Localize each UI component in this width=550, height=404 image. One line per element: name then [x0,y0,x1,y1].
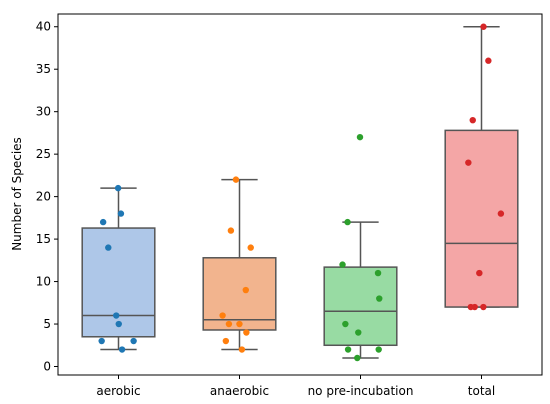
y-tick-label: 5 [43,317,51,331]
y-tick-label: 30 [36,105,51,119]
y-axis: 0 5 10 15 20 25 30 35 40 [36,20,58,374]
x-tick-label: aerobic [96,384,140,398]
y-tick-label: 20 [36,190,51,204]
data-point [115,320,122,328]
x-tick-label: total [468,384,495,398]
points-layer [98,23,505,362]
data-point [225,320,233,328]
data-point [113,312,120,319]
data-point [219,312,226,319]
y-tick-label: 10 [36,275,51,289]
data-point [469,116,476,124]
data-point [117,210,125,217]
data-point [236,320,243,328]
data-point [471,303,478,311]
data-point [497,210,505,217]
data-point [105,244,112,251]
y-axis-label: Number of Species [10,137,24,251]
data-point [356,133,364,141]
boxes-layer [81,25,519,359]
y-tick-label: 15 [36,232,51,246]
x-axis: aerobic anaerobic no pre-incubation total [96,375,495,398]
data-point [232,176,240,183]
data-point [374,269,382,277]
data-point [227,227,235,234]
data-point [98,337,105,345]
x-tick-label: no pre-incubation [308,384,414,398]
data-point [485,57,492,64]
data-point [375,346,382,353]
data-point [130,337,137,345]
data-point [465,159,472,166]
data-point [242,286,249,294]
data-point [355,329,362,336]
data-point [339,261,346,268]
data-point [476,269,483,277]
data-point [114,184,122,192]
data-point [238,346,246,353]
y-tick-label: 40 [36,20,51,34]
data-point [480,303,487,311]
data-point [118,346,126,353]
data-point [376,295,383,302]
y-tick-label: 25 [36,147,51,161]
box-iqr [202,257,277,331]
data-point [344,218,351,226]
data-point [344,346,352,353]
y-tick-label: 35 [36,62,51,76]
box-group-1 [202,178,277,351]
data-point [480,23,487,30]
box-group-0 [81,187,156,351]
box-group-3 [444,25,519,308]
plot-frame [57,13,543,376]
data-point [243,329,250,336]
box-iqr [444,129,519,308]
x-tick-label: anaerobic [210,384,269,398]
data-point [247,244,254,251]
data-point [99,218,107,226]
y-tick-label: 0 [43,360,51,374]
data-point [354,354,361,362]
data-point [342,320,349,328]
box-iqr [81,227,156,338]
data-point [222,337,230,345]
